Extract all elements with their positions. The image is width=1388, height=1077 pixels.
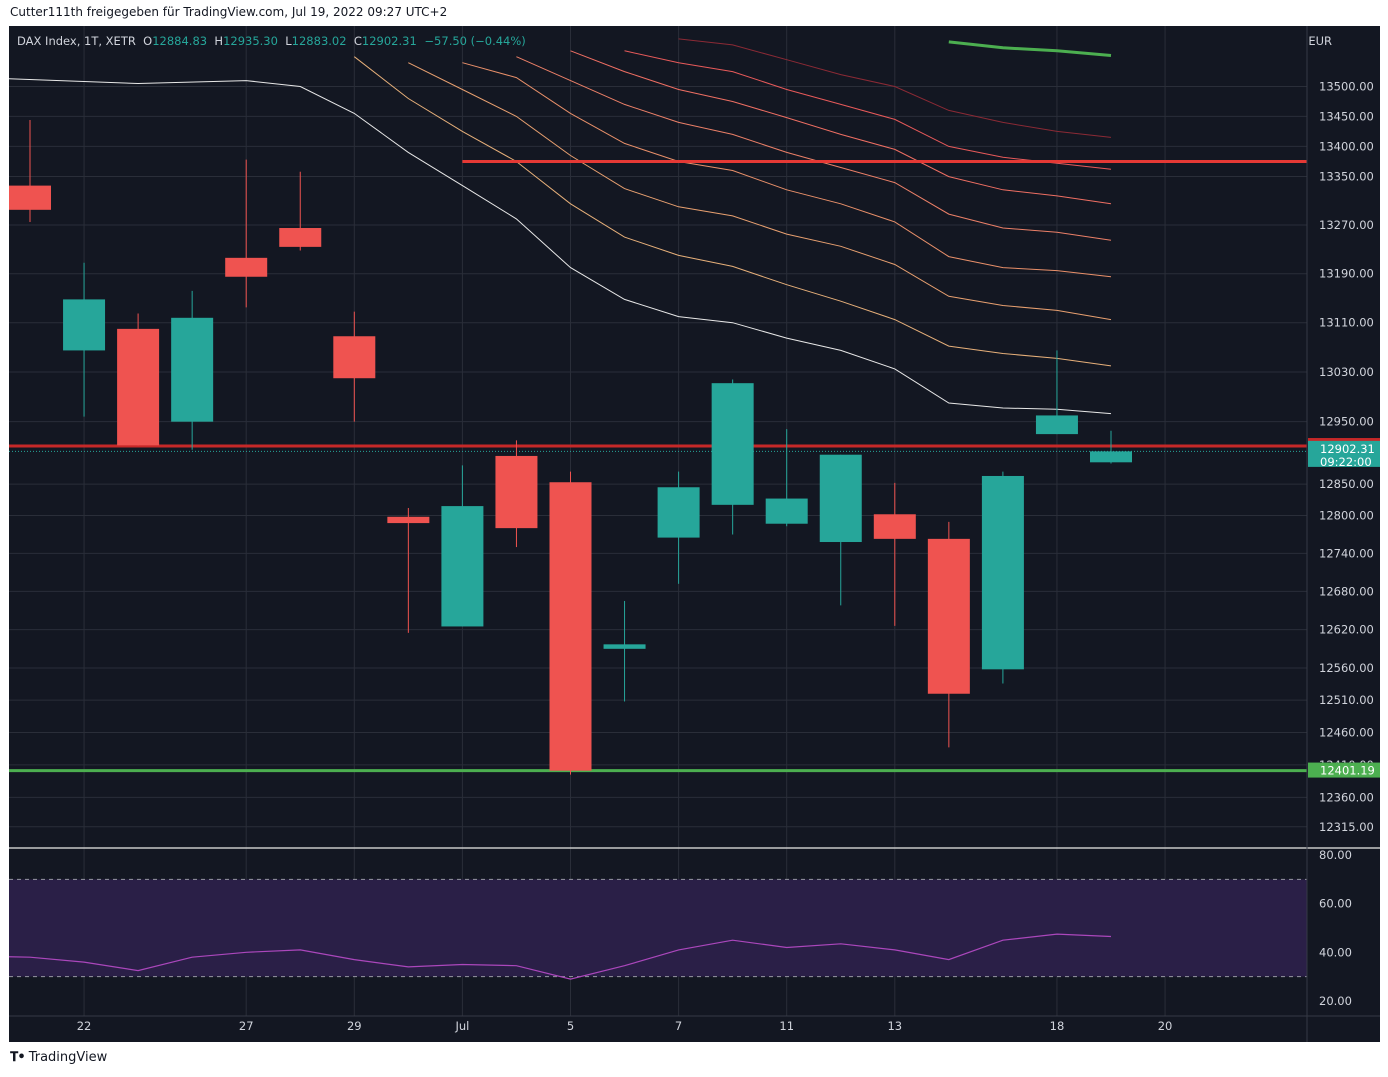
x-tick-label: 27 <box>239 1019 254 1033</box>
rsi-tick-label: 40.00 <box>1319 945 1352 959</box>
candle-body <box>333 336 376 379</box>
last-price-tag: 09:22:00 <box>1320 455 1372 469</box>
x-tick-label: 13 <box>887 1019 902 1033</box>
candle-body <box>171 317 214 422</box>
low-value: 12883.02 <box>291 34 347 48</box>
candle-body <box>927 538 970 694</box>
y-tick-label: 13350.00 <box>1319 170 1374 184</box>
ma-line-5 <box>570 50 1112 205</box>
candle-body <box>117 328 160 446</box>
change-value: −57.50 (−0.44%) <box>424 34 526 48</box>
candle-body <box>1035 415 1078 435</box>
open-label: O <box>143 34 153 48</box>
y-tick-label: 12510.00 <box>1319 693 1374 707</box>
tradingview-logo-icon[interactable]: 𝐓• <box>10 1050 26 1065</box>
symbol-legend: DAX Index, 1T, XETR O12884.83 H12935.30 … <box>17 34 526 48</box>
candle-body <box>63 299 106 351</box>
ma-line-3 <box>462 62 1112 278</box>
symbol-name[interactable]: DAX Index, 1T, XETR <box>17 34 136 48</box>
candle-body <box>873 514 916 539</box>
x-tick-label: 7 <box>675 1019 682 1033</box>
ma-line-1 <box>353 56 1112 367</box>
high-value: 12935.30 <box>223 34 278 48</box>
close-label: C <box>353 34 362 48</box>
open-value: 12884.83 <box>152 34 208 48</box>
close-value: 12902.31 <box>361 34 417 48</box>
y-tick-label: 13030.00 <box>1319 365 1374 379</box>
ma-line-4 <box>516 56 1112 241</box>
y-tick-label: 12740.00 <box>1319 546 1374 560</box>
footer: 𝐓• TradingView <box>10 1050 107 1065</box>
y-tick-label: 13450.00 <box>1319 109 1374 123</box>
y-tick-label: 12620.00 <box>1319 623 1374 637</box>
last-price-tag-bg <box>1308 440 1380 467</box>
high-label: H <box>214 34 224 48</box>
x-tick-label: 20 <box>1158 1019 1173 1033</box>
x-tick-label: Jul <box>454 1019 469 1033</box>
currency-label[interactable]: EUR <box>1308 34 1332 48</box>
rsi-tick-label: 60.00 <box>1319 897 1352 911</box>
candle-body <box>387 516 430 524</box>
chart-frame[interactable]: 13500.00 13450.00 13400.00 13350.00 13270.00… <box>9 26 1380 1042</box>
brand-name[interactable]: TradingView <box>28 1050 108 1065</box>
level-price-tag: 12401.19 <box>1320 764 1375 778</box>
y-tick-label: 12315.00 <box>1319 820 1374 834</box>
ma-line-0 <box>9 78 1112 415</box>
ma-line-7 <box>678 38 1112 138</box>
rsi-line <box>9 933 1112 980</box>
candle-body <box>495 455 538 529</box>
y-tick-label: 13500.00 <box>1319 80 1374 94</box>
y-tick-label: 12680.00 <box>1319 584 1374 598</box>
share-header: Cutter111th freigegeben für TradingView.… <box>10 5 448 19</box>
x-tick-label: 29 <box>347 1019 362 1033</box>
y-tick-label: 12560.00 <box>1319 661 1374 675</box>
x-tick-label: 11 <box>779 1019 794 1033</box>
candle-body <box>819 454 862 543</box>
candle-body <box>441 506 484 627</box>
y-tick-label: 13110.00 <box>1319 316 1374 330</box>
y-tick-label: 12360.00 <box>1319 790 1374 804</box>
candle-body <box>225 257 268 277</box>
y-tick-label: 13270.00 <box>1319 218 1374 232</box>
rsi-tick-label: 20.00 <box>1319 994 1352 1008</box>
candle-body <box>657 487 700 538</box>
rsi-tick-label: 80.00 <box>1319 848 1352 862</box>
y-tick-label: 12460.00 <box>1319 725 1374 739</box>
x-tick-label: 22 <box>77 1019 92 1033</box>
level-price-tag-bg <box>1308 762 1380 778</box>
y-tick-label: 13190.00 <box>1319 267 1374 281</box>
candle-body <box>711 383 754 505</box>
y-tick-label: 12850.00 <box>1319 477 1374 491</box>
rsi-band <box>9 879 1307 977</box>
candle-body <box>9 185 51 210</box>
y-tick-label: 13400.00 <box>1319 139 1374 153</box>
candle-body <box>603 644 646 649</box>
ma-line-6 <box>624 50 1112 170</box>
ma-line-8 <box>948 40 1112 57</box>
candle-body <box>549 482 592 771</box>
low-label: L <box>285 34 292 48</box>
last-price-tag: 12902.31 <box>1320 442 1375 456</box>
candle-body <box>1090 451 1132 463</box>
ma-line-2 <box>408 62 1112 321</box>
x-tick-label: 5 <box>567 1019 574 1033</box>
candle-body <box>981 475 1024 670</box>
x-tick-label: 18 <box>1050 1019 1065 1033</box>
chart-canvas[interactable]: 13500.00 13450.00 13400.00 13350.00 13270.00… <box>9 26 1380 1042</box>
candle-body <box>279 228 322 247</box>
y-tick-label: 12800.00 <box>1319 509 1374 523</box>
y-tick-label: 12950.00 <box>1319 415 1374 429</box>
candle-body <box>765 498 808 524</box>
